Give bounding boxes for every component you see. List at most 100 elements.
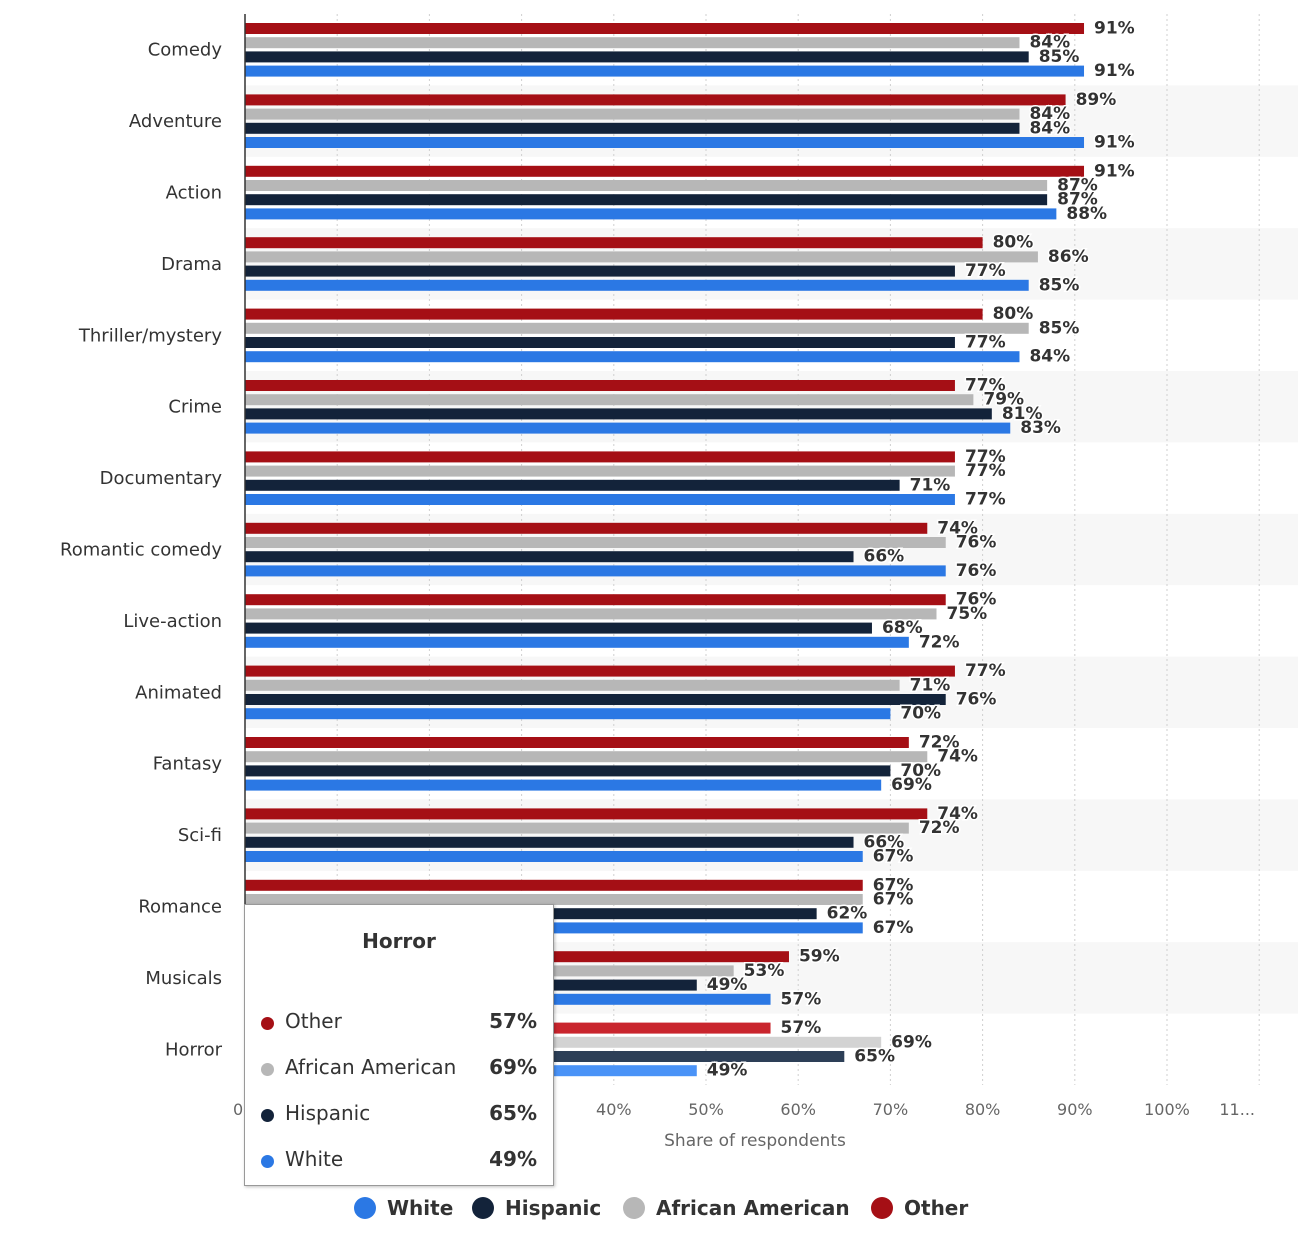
bar-horror-african-american xyxy=(245,1036,882,1048)
data-label-action-other: 91% xyxy=(1094,161,1135,181)
bar-adventure-other xyxy=(245,94,1066,106)
bar-animated-african-american xyxy=(245,679,900,691)
data-label-documentary-other: 77% xyxy=(965,447,1006,467)
data-label-animated-other: 77% xyxy=(965,661,1006,681)
bar-animated-hispanic xyxy=(245,694,946,705)
legend-label-other: Other xyxy=(904,1196,968,1220)
data-label-fantasy-african-american: 74% xyxy=(937,747,978,767)
data-label-adventure-hispanic: 84% xyxy=(1029,118,1070,138)
data-label-adventure-white: 91% xyxy=(1094,133,1135,153)
data-label-horror-hispanic: 65% xyxy=(854,1047,895,1067)
data-label-thriller-mystery-other: 80% xyxy=(993,304,1034,324)
category-label-comedy: Comedy xyxy=(148,40,223,61)
data-label-drama-white: 85% xyxy=(1039,275,1080,295)
x-tick-label-100: 100% xyxy=(1144,1100,1190,1119)
data-label-horror-other: 57% xyxy=(781,1018,822,1038)
category-label-sci-fi: Sci-fi xyxy=(178,825,222,846)
bar-romantic-comedy-hispanic xyxy=(245,551,854,563)
data-label-musicals-hispanic: 49% xyxy=(707,975,748,995)
data-label-action-white: 88% xyxy=(1066,204,1107,224)
bar-documentary-hispanic xyxy=(245,479,900,491)
x-tick-label-40: 40% xyxy=(596,1100,632,1119)
tooltip-dot-icon xyxy=(261,1155,274,1168)
tooltip-dot-icon xyxy=(261,1017,274,1030)
x-tick-label-0: 0 xyxy=(233,1100,243,1119)
data-label-romance-white: 67% xyxy=(873,918,914,938)
data-label-documentary-african-american: 77% xyxy=(965,461,1006,481)
bar-fantasy-hispanic xyxy=(245,765,891,777)
bar-thriller-mystery-white xyxy=(245,351,1020,363)
category-label-romance: Romance xyxy=(138,897,222,918)
category-label-drama: Drama xyxy=(161,254,222,275)
data-label-sci-fi-white: 67% xyxy=(873,847,914,867)
x-tick-label-70: 70% xyxy=(873,1100,909,1119)
legend-marker-hispanic xyxy=(472,1197,494,1219)
bar-crime-other xyxy=(245,380,955,391)
data-label-drama-african-american: 86% xyxy=(1048,247,1089,267)
data-label-romance-other: 67% xyxy=(873,875,914,895)
data-label-comedy-white: 91% xyxy=(1094,61,1135,81)
bar-documentary-african-american xyxy=(245,465,955,477)
data-label-thriller-mystery-hispanic: 77% xyxy=(965,333,1006,353)
x-tick-label-60: 60% xyxy=(780,1100,816,1119)
data-label-adventure-other: 89% xyxy=(1076,90,1117,110)
data-label-sci-fi-african-american: 72% xyxy=(919,818,960,838)
data-label-adventure-african-american: 84% xyxy=(1029,104,1070,124)
legend-marker-white xyxy=(354,1197,376,1219)
bar-action-african-american xyxy=(245,180,1048,191)
category-label-action: Action xyxy=(166,183,222,204)
bar-live-action-other xyxy=(245,594,946,606)
bar-comedy-hispanic xyxy=(245,51,1029,63)
data-label-horror-white: 49% xyxy=(707,1061,748,1081)
category-label-adventure: Adventure xyxy=(129,111,222,132)
legend-marker-african-american xyxy=(623,1197,645,1219)
bar-action-other xyxy=(245,165,1085,177)
data-label-musicals-african-american: 53% xyxy=(744,961,785,981)
category-label-musicals: Musicals xyxy=(145,968,222,989)
tooltip-row-white: White 49% xyxy=(261,1147,537,1177)
bar-sci-fi-other xyxy=(245,808,928,820)
bar-crime-white xyxy=(245,422,1011,434)
category-label-romantic-comedy: Romantic comedy xyxy=(60,540,222,561)
x-tick-label-90: 90% xyxy=(1057,1100,1093,1119)
bar-crime-african-american xyxy=(245,394,974,406)
tooltip-row-other: Other 57% xyxy=(261,1009,537,1039)
data-label-romance-african-american: 67% xyxy=(873,890,914,910)
bar-romance-other xyxy=(245,879,863,891)
tooltip-row-african-american: African American 69% xyxy=(261,1055,537,1085)
x-tick-label-11: 11... xyxy=(1219,1100,1255,1119)
legend-marker-other xyxy=(871,1197,893,1219)
bar-documentary-white xyxy=(245,494,955,505)
data-label-comedy-african-american: 84% xyxy=(1029,33,1070,53)
category-label-documentary: Documentary xyxy=(100,468,223,489)
data-label-crime-african-american: 79% xyxy=(983,390,1024,410)
category-label-thriller-mystery: Thriller/mystery xyxy=(78,325,222,346)
bar-adventure-african-american xyxy=(245,108,1020,120)
bar-thriller-mystery-other xyxy=(245,308,983,320)
bar-action-hispanic xyxy=(245,194,1048,206)
bar-drama-african-american xyxy=(245,251,1038,263)
bar-action-white xyxy=(245,208,1057,220)
data-label-action-hispanic: 87% xyxy=(1057,190,1098,210)
bar-romantic-comedy-african-american xyxy=(245,537,946,548)
category-label-fantasy: Fantasy xyxy=(153,754,223,775)
data-label-action-african-american: 87% xyxy=(1057,176,1098,196)
bar-animated-white xyxy=(245,708,891,720)
data-label-live-action-other: 76% xyxy=(956,590,997,610)
data-label-thriller-mystery-white: 84% xyxy=(1029,347,1070,367)
data-label-live-action-african-american: 75% xyxy=(947,604,988,624)
data-label-romantic-comedy-african-american: 76% xyxy=(956,533,997,553)
tooltip-dot-icon xyxy=(261,1063,274,1076)
data-label-drama-other: 80% xyxy=(993,233,1034,253)
legend-label-hispanic: Hispanic xyxy=(505,1196,601,1220)
bar-romance-african-american xyxy=(245,894,863,905)
bar-drama-white xyxy=(245,279,1029,291)
data-label-comedy-hispanic: 85% xyxy=(1039,47,1080,67)
category-label-animated: Animated xyxy=(135,682,222,703)
bar-comedy-african-american xyxy=(245,37,1020,49)
bar-thriller-mystery-african-american xyxy=(245,322,1029,334)
data-label-fantasy-hispanic: 70% xyxy=(900,761,941,781)
data-label-documentary-hispanic: 71% xyxy=(910,475,951,495)
bar-drama-other xyxy=(245,237,983,249)
x-tick-label-50: 50% xyxy=(688,1100,724,1119)
